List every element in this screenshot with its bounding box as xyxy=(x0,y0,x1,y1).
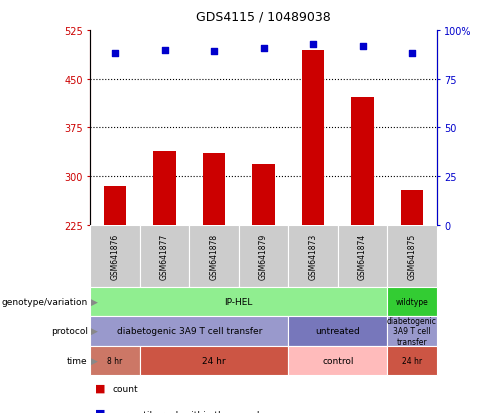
Bar xyxy=(288,225,338,287)
Text: wildtype: wildtype xyxy=(396,297,428,306)
Text: IP-HEL: IP-HEL xyxy=(224,297,253,306)
Text: ▶: ▶ xyxy=(91,297,98,306)
Text: GDS4115 / 10489038: GDS4115 / 10489038 xyxy=(196,10,331,23)
Text: ▶: ▶ xyxy=(91,326,98,335)
Text: 24 hr: 24 hr xyxy=(402,356,422,365)
Text: diabetogenic 3A9 T cell transfer: diabetogenic 3A9 T cell transfer xyxy=(117,326,262,335)
Bar xyxy=(302,50,324,225)
Text: count: count xyxy=(112,385,138,394)
Point xyxy=(359,43,366,50)
Bar xyxy=(401,191,423,225)
Bar xyxy=(387,225,437,287)
Text: percentile rank within the sample: percentile rank within the sample xyxy=(112,410,265,413)
Text: GSM641878: GSM641878 xyxy=(209,233,219,279)
Bar xyxy=(387,287,437,316)
Bar xyxy=(153,152,176,225)
Text: ▶: ▶ xyxy=(91,356,98,365)
Text: 24 hr: 24 hr xyxy=(202,356,226,365)
Bar xyxy=(338,225,387,287)
Bar xyxy=(203,154,225,225)
Text: GSM641873: GSM641873 xyxy=(308,233,318,279)
Text: time: time xyxy=(67,356,88,365)
Bar xyxy=(104,186,126,225)
Text: GSM641876: GSM641876 xyxy=(110,233,120,279)
Point xyxy=(161,47,168,54)
Bar xyxy=(90,287,387,316)
Bar xyxy=(252,165,275,225)
Text: GSM641875: GSM641875 xyxy=(407,233,417,279)
Point xyxy=(408,51,416,57)
Bar xyxy=(189,225,239,287)
Text: 8 hr: 8 hr xyxy=(107,356,122,365)
Point xyxy=(309,41,317,48)
Bar xyxy=(140,225,189,287)
Text: GSM641879: GSM641879 xyxy=(259,233,268,279)
Bar xyxy=(239,225,288,287)
Bar xyxy=(288,346,387,375)
Text: ■: ■ xyxy=(95,408,106,413)
Point xyxy=(111,51,119,57)
Bar xyxy=(140,346,288,375)
Bar xyxy=(90,346,140,375)
Text: genotype/variation: genotype/variation xyxy=(1,297,88,306)
Text: GSM641874: GSM641874 xyxy=(358,233,367,279)
Text: protocol: protocol xyxy=(51,326,88,335)
Text: untreated: untreated xyxy=(315,326,360,335)
Text: GSM641877: GSM641877 xyxy=(160,233,169,279)
Point xyxy=(260,45,267,52)
Text: control: control xyxy=(322,356,353,365)
Text: diabetogenic
3A9 T cell
transfer: diabetogenic 3A9 T cell transfer xyxy=(387,316,437,346)
Bar xyxy=(351,97,374,225)
Bar xyxy=(288,316,387,346)
Bar xyxy=(90,225,140,287)
Bar xyxy=(90,316,288,346)
Bar xyxy=(387,316,437,346)
Bar xyxy=(387,346,437,375)
Text: ■: ■ xyxy=(95,382,106,392)
Point xyxy=(210,49,218,56)
